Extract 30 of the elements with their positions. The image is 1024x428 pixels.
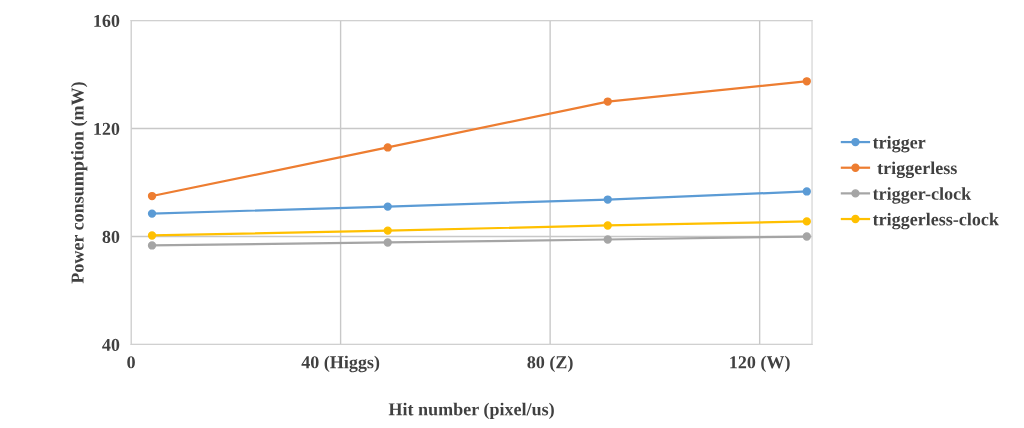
point — [147, 209, 157, 218]
point — [802, 187, 811, 196]
y-tick-label: 80 — [102, 230, 120, 243]
point — [603, 221, 612, 230]
point — [383, 226, 392, 235]
point — [147, 241, 157, 250]
legend-label: trigger — [872, 135, 926, 153]
point — [603, 235, 612, 244]
point — [802, 217, 811, 226]
point — [802, 77, 811, 86]
y-tick-label: 40 — [102, 338, 120, 351]
x-tick-label: 120 (W) — [730, 355, 790, 373]
y-tick-label: 160 — [94, 14, 120, 27]
x-axis-title: Hit number (pixel/us) — [388, 402, 554, 420]
legend-label: trigger-clock — [872, 187, 972, 204]
y-tick-label: 120 — [94, 122, 120, 135]
y-axis-title: Power consumption (mW) — [70, 82, 88, 284]
legend-label: triggerless — [877, 161, 957, 179]
point — [383, 143, 392, 152]
point — [383, 238, 392, 247]
x-tick-label: 40 (Higgs) — [301, 355, 380, 373]
x-tick-label: 80 (Z) — [527, 355, 573, 373]
point — [603, 195, 612, 204]
point — [147, 231, 157, 240]
legend-label: triggerless-clock — [872, 212, 999, 230]
point — [603, 97, 612, 106]
x-tick-label: 0 — [127, 356, 135, 369]
point — [147, 191, 157, 201]
point — [802, 232, 811, 241]
point — [383, 202, 392, 211]
